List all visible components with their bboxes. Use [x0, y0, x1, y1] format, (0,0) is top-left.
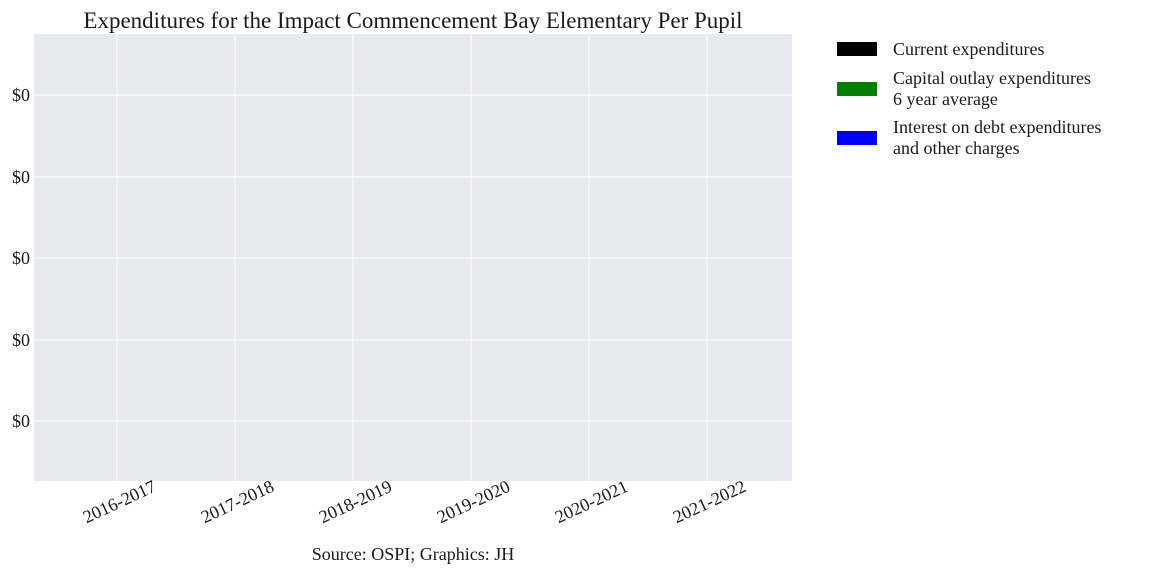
y-tick-label: $0 [12, 85, 30, 105]
legend-swatch [837, 42, 877, 56]
x-tick-label: 2017-2018 [198, 476, 277, 527]
x-axis: 2016-2017 2017-2018 2018-2019 2019-2020 2020… [80, 476, 749, 527]
legend-label: Interest on debt expenditures [893, 117, 1101, 137]
y-tick-label: $0 [12, 248, 30, 268]
legend-label: 6 year average [893, 89, 998, 109]
source-caption: Source: OSPI; Graphics: JH [312, 544, 514, 564]
y-axis: $0 $0 $0 $0 $0 [12, 85, 30, 431]
legend: Current expenditures Capital outlay expen… [837, 39, 1101, 158]
x-tick-label: 2021-2022 [670, 476, 749, 527]
chart-title: Expenditures for the Impact Commencement… [83, 8, 742, 33]
y-tick-label: $0 [12, 330, 30, 350]
legend-label: and other charges [893, 138, 1020, 158]
legend-swatch [837, 131, 877, 145]
y-tick-label: $0 [12, 411, 30, 431]
legend-label: Capital outlay expenditures [893, 68, 1091, 88]
x-tick-label: 2019-2020 [434, 476, 513, 527]
legend-swatch [837, 82, 877, 96]
x-tick-label: 2018-2019 [316, 476, 395, 527]
grid [34, 34, 792, 481]
legend-label: Current expenditures [893, 39, 1044, 59]
x-tick-label: 2016-2017 [80, 476, 159, 527]
y-tick-label: $0 [12, 167, 30, 187]
x-tick-label: 2020-2021 [552, 476, 631, 527]
